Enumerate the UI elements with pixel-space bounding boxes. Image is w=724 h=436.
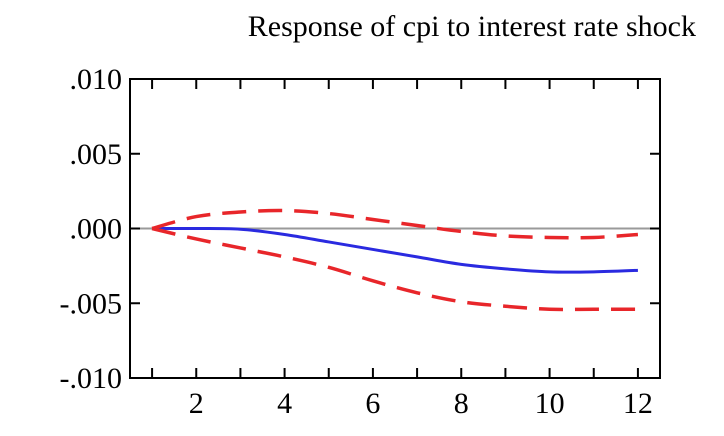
x-tick-label: 6 [365,387,380,420]
y-tick-label: .010 [70,63,123,96]
x-tick-label: 10 [535,387,565,420]
series-line-response [152,226,638,274]
x-tick-label: 8 [454,387,469,420]
series-line-upper-band [151,208,639,240]
y-tick-label: -.005 [60,287,123,320]
x-tick-label: 12 [623,387,653,420]
chart-title: Response of cpi to interest rate shock [247,10,696,43]
y-tick-label: .005 [70,138,123,171]
series-line-lower-band [151,226,638,312]
y-tick-label: .000 [70,213,123,246]
x-tick-label: 2 [189,387,204,420]
x-tick-label: 4 [277,387,292,420]
y-tick-label: -.010 [60,362,123,395]
